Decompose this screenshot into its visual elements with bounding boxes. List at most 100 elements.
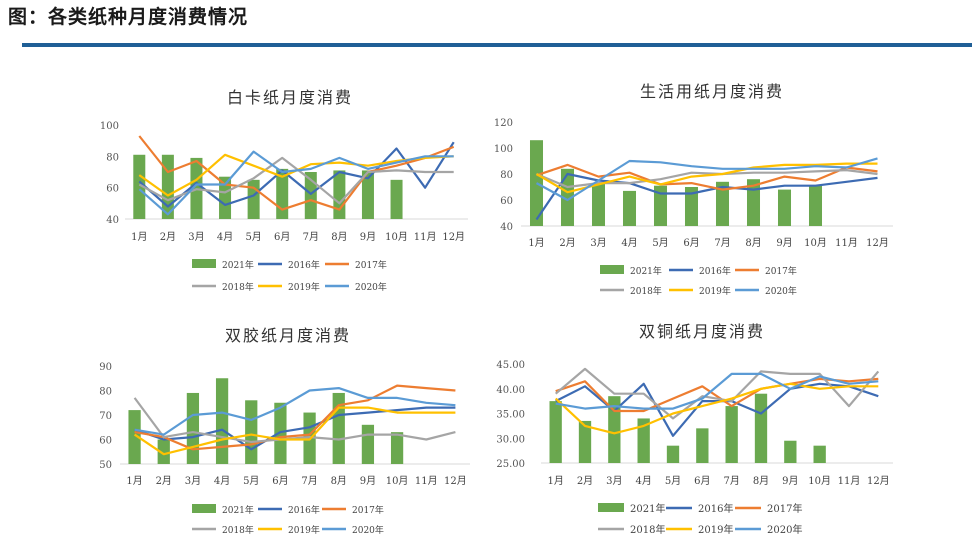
bar (653, 185, 668, 226)
legend-item: 2016年 (669, 265, 731, 277)
x-tick-label: 5月 (245, 231, 261, 243)
legend-item: 2017年 (322, 504, 384, 516)
x-tick-label: 11月 (838, 475, 861, 487)
legend-item: 2020年 (322, 524, 384, 536)
y-tick-label: 100 (100, 121, 119, 132)
chart-3: 双胶纸月度消费 50 60 70 80 90 1月 2月 3月 4月 5月 6月 7月 8月 9月 10月 11… (99, 326, 470, 536)
chart-title: 双铜纸月度消费 (639, 322, 765, 341)
bar (784, 440, 797, 463)
x-tick-label: 2月 (577, 475, 593, 487)
y-tick-label: 60 (500, 196, 513, 207)
chart-title: 生活用纸月度消费 (640, 82, 784, 101)
x-tick-label: 3月 (188, 231, 204, 243)
legend-label: 2018年 (630, 523, 665, 536)
x-tick-label: 9月 (776, 237, 792, 249)
x-tick-label: 9月 (782, 475, 798, 487)
x-tick-label: 6月 (272, 475, 288, 487)
x-tick-label: 3月 (185, 475, 201, 487)
legend-label: 2018年 (222, 524, 254, 536)
y-tick-label: 40 (500, 222, 513, 233)
legend-item: 2018年 (600, 285, 662, 297)
legend-item: 2018年 (192, 524, 254, 536)
bar (578, 420, 592, 463)
x-tick-label: 2月 (559, 237, 575, 249)
x-tick-label: 1月 (126, 475, 142, 487)
x-tick-label: 12月 (444, 475, 467, 487)
bar (813, 445, 826, 463)
series-line (536, 163, 878, 191)
x-tick-label: 10月 (804, 237, 827, 249)
legend-item: 2018年 (192, 281, 254, 293)
series-line (133, 406, 456, 456)
x-tick-label: 8月 (745, 237, 761, 249)
x-tick-label: 10月 (385, 231, 408, 243)
x-tick-label: 8月 (331, 231, 347, 243)
bar (549, 401, 562, 463)
x-tick-label: 12月 (442, 231, 465, 243)
bar (361, 170, 374, 219)
chart-4: 双铜纸月度消费 25.00 30.00 35.00 40.00 45.00 1月 2月 3月 4月… (496, 322, 893, 536)
y-tick-label: 80 (99, 387, 112, 398)
series-line (134, 387, 456, 436)
x-tick-label: 7月 (723, 475, 739, 487)
bar (133, 154, 146, 219)
series-line (535, 172, 878, 221)
bar (274, 402, 287, 464)
y-tick-label: 60 (99, 436, 112, 447)
y-tick-label: 30.00 (496, 434, 525, 445)
x-tick-label: 7月 (301, 475, 317, 487)
legend-label: 2017年 (767, 502, 802, 515)
x-tick-label: 4月 (621, 237, 637, 249)
bar (247, 179, 260, 219)
legend-item: 2021年 (192, 504, 254, 516)
x-tick-label: 1月 (528, 237, 544, 249)
series-line (138, 135, 455, 211)
chart-1: 白卡纸月度消费 40 60 80 100 1月 2月 3月 4月 5月 6月 7月 8月 9月 10月 11月… (100, 88, 468, 293)
y-tick-label: 80 (106, 152, 119, 163)
legend-item: 2020年 (325, 281, 387, 293)
legend-label: 2016年 (288, 259, 320, 271)
bar (128, 410, 141, 464)
legend-label: 2016年 (698, 502, 733, 515)
legend-item: 2019年 (669, 285, 731, 297)
bar (754, 393, 768, 463)
legend-item: 2021年 (598, 502, 665, 515)
bar (215, 378, 229, 464)
legend-label: 2018年 (630, 285, 662, 297)
bar (746, 179, 761, 226)
series-line (133, 397, 456, 443)
bar (608, 396, 621, 463)
y-tick-label: 40 (106, 215, 119, 226)
x-tick-label: 1月 (547, 475, 563, 487)
series-line (134, 406, 456, 451)
bar (725, 406, 738, 463)
x-tick-label: 2月 (156, 475, 172, 487)
chart-2: 生活用纸月度消费 40 60 80 100 120 1月 2月 3月 4月 5月 6月 7月 8月 9月 10… (494, 82, 893, 297)
y-tick-label: 90 (99, 362, 112, 373)
bar (777, 189, 792, 226)
x-tick-label: 12月 (867, 475, 890, 487)
bar (560, 168, 575, 226)
y-tick-label: 60 (106, 184, 119, 195)
y-tick-label: 100 (494, 144, 513, 155)
title-rule (22, 43, 972, 47)
legend-item: 2021年 (600, 265, 662, 277)
series-line (138, 141, 455, 208)
x-tick-label: 3月 (606, 475, 622, 487)
x-tick-label: 10月 (386, 475, 409, 487)
legend-label: 2017年 (765, 265, 797, 277)
legend-label: 2019年 (288, 524, 320, 536)
bar (219, 176, 232, 219)
chart-title: 白卡纸月度消费 (227, 88, 353, 107)
x-tick-label: 1月 (131, 231, 147, 243)
legend-item: 2016年 (666, 502, 733, 515)
x-tick-label: 2月 (160, 231, 176, 243)
legend-item: 2019年 (258, 281, 320, 293)
legend-label: 2018年 (222, 281, 254, 293)
legend-label: 2019年 (288, 281, 320, 293)
bar (666, 445, 680, 463)
x-tick-label: 9月 (360, 231, 376, 243)
chart-title: 双胶纸月度消费 (225, 326, 351, 345)
y-tick-label: 50 (99, 460, 112, 471)
y-tick-label: 25.00 (496, 459, 525, 470)
